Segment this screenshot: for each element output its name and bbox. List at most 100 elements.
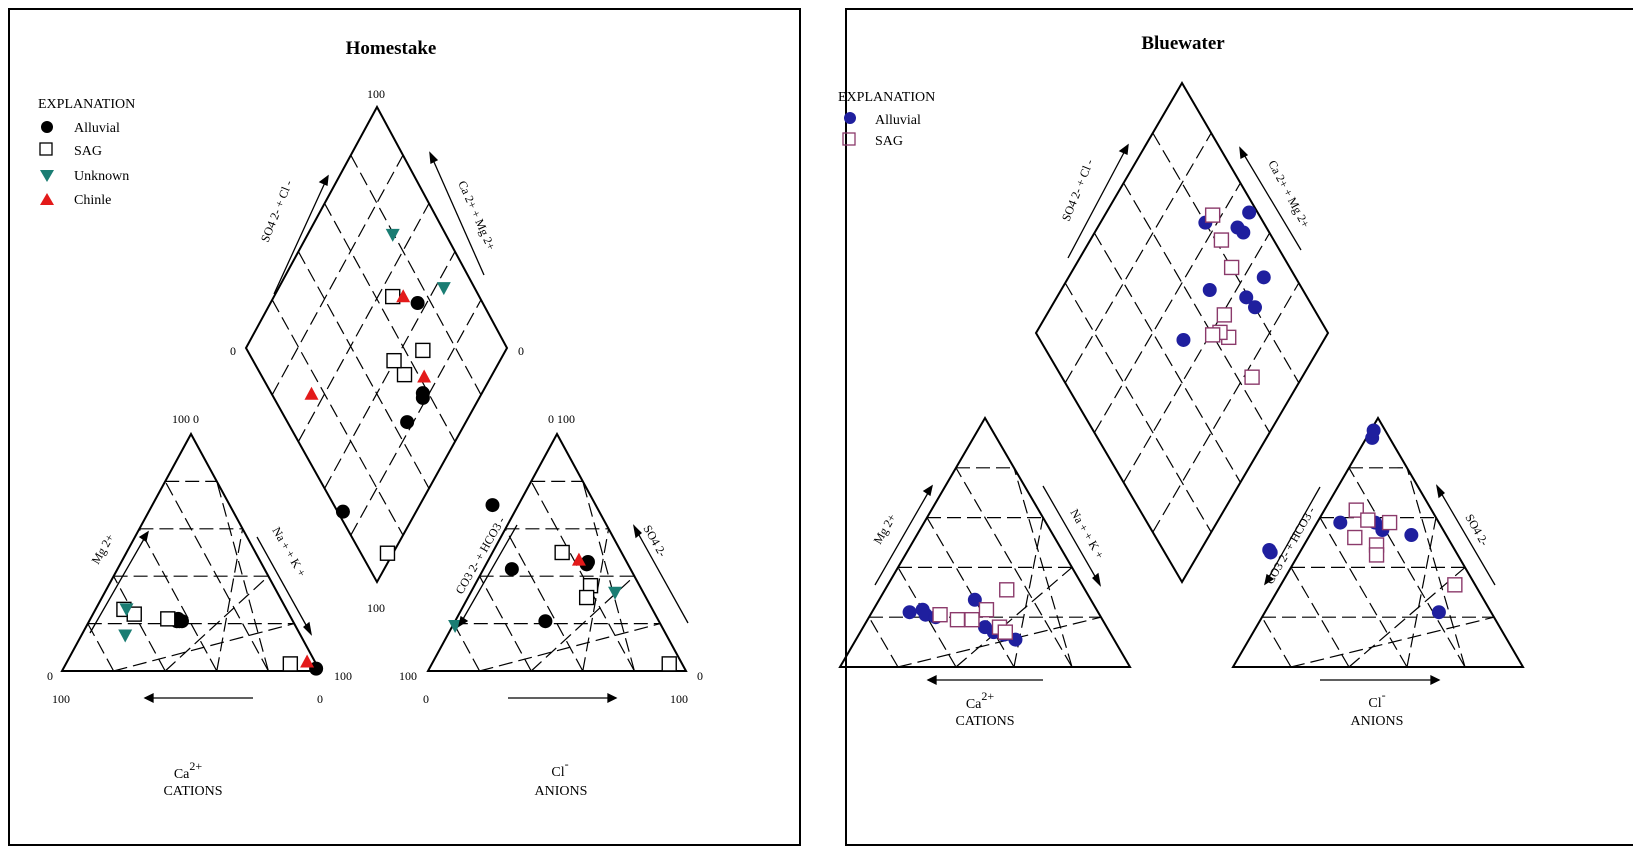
grid-line: [297, 251, 430, 489]
point-diamond-unknown: [436, 282, 451, 296]
point-diamond-sag: [1213, 232, 1230, 248]
legend-label: Alluvial: [74, 121, 120, 136]
legend: EXPLANATION Alluvial SAG Unknown Chinle: [38, 97, 135, 208]
tick-label: 0: [317, 692, 323, 706]
point-diamond-alluvial: [400, 415, 415, 430]
tick-label: 100: [367, 87, 385, 101]
point-cation-alluvial: [172, 614, 187, 629]
tick-label: 0: [423, 692, 429, 706]
grid-line: [350, 154, 482, 396]
grid-line: [324, 251, 456, 489]
point-diamond-sag: [1204, 207, 1221, 223]
so4-cl-axis-label: SO4 2- + Cl -: [1059, 157, 1096, 223]
legend-heading: EXPLANATION: [838, 90, 935, 105]
point-cation-sag: [932, 607, 948, 623]
point-anion-sag: [578, 589, 595, 606]
point-diamond-sag: [396, 366, 413, 383]
triangle-outline: [838, 416, 1132, 668]
grid-line: [164, 575, 269, 672]
point-cation-alluvial: [967, 592, 982, 607]
grid-line: [271, 299, 404, 536]
grid-line: [1013, 467, 1073, 668]
point-diamond-alluvial: [1242, 205, 1257, 220]
point-anion-alluvial: [538, 614, 553, 629]
point-diamond-alluvial: [1239, 290, 1254, 305]
point-diamond-alluvial: [335, 504, 350, 519]
point-diamond-chinle: [304, 386, 319, 400]
grid-line: [1123, 232, 1271, 483]
grid-line: [1406, 517, 1437, 668]
grid-line: [1348, 467, 1466, 668]
point-anion-sag: [1447, 577, 1463, 593]
tick-label: 0: [697, 669, 703, 683]
point-anion-sag: [1381, 514, 1398, 531]
ca-mg-axis-label: Ca 2+ + Mg 2+: [1265, 158, 1312, 230]
grid-line: [113, 575, 166, 672]
legend-marker-sag: [39, 142, 53, 156]
grid-line: [216, 481, 269, 672]
grid-line: [271, 154, 404, 396]
grid-line: [1093, 232, 1241, 483]
point-anion-alluvial: [1366, 423, 1381, 438]
cations-caption: CATIONS: [163, 784, 222, 799]
triangle-outline: [1231, 416, 1525, 668]
point-diamond-sag: [379, 545, 396, 561]
grid-line: [1064, 282, 1212, 533]
tick-label: 0: [47, 669, 53, 683]
grid-line: [297, 203, 430, 442]
bluewater-panel: [845, 8, 1633, 846]
tick-label: 0: [518, 344, 524, 358]
anions-caption: ANIONS: [535, 784, 588, 799]
legend-marker-chinle: [40, 193, 54, 205]
grid-line: [1261, 616, 1292, 668]
legend-marker-unknown: [40, 170, 54, 182]
point-cation-sag: [997, 624, 1013, 640]
point-anion-alluvial: [1404, 528, 1419, 543]
grid-line: [164, 481, 269, 672]
grid-line: [955, 566, 1073, 668]
tick-label: 100: [334, 669, 352, 683]
point-anion-unknown: [448, 619, 463, 633]
point-diamond-sag: [1204, 327, 1221, 343]
grid-line: [138, 528, 218, 672]
point-anion-alluvial: [1431, 605, 1446, 620]
point-anion-sag: [1348, 502, 1364, 518]
grid-line: [453, 623, 481, 672]
grid-line: [350, 299, 482, 536]
tick-label: 100: [367, 601, 385, 615]
legend-heading: EXPLANATION: [38, 97, 135, 112]
tick-label: 0 100: [548, 412, 575, 426]
point-diamond-sag: [386, 352, 402, 369]
point-cation-sag: [949, 611, 966, 628]
tick-label: 0: [230, 344, 236, 358]
anion-axis-label: Cl-: [551, 757, 568, 780]
grid-line: [1093, 182, 1241, 433]
point-diamond-sag: [415, 342, 431, 359]
data-points: [116, 228, 677, 676]
legend-marker-sag: [842, 132, 856, 146]
anion-axis-label: Cl-: [1368, 688, 1385, 711]
point-cation-sag: [160, 611, 176, 627]
axis-arrows: [874, 143, 1496, 686]
piper-grid: [838, 81, 1525, 668]
legend-label: Unknown: [74, 169, 129, 184]
diamond-outline: [1034, 81, 1330, 584]
legend-marker-alluvial: [844, 112, 856, 124]
cation-axis-label: Ca2+: [174, 759, 203, 782]
legend-label: SAG: [875, 134, 903, 149]
point-cation-sag: [964, 611, 980, 628]
ca-mg-axis-label: Ca 2+ + Mg 2+: [455, 179, 498, 253]
point-diamond-chinle: [396, 289, 411, 303]
grid-line: [1152, 132, 1300, 384]
point-anion-sag: [1360, 512, 1376, 528]
legend-label: Chinle: [74, 193, 111, 208]
point-cation-sag: [282, 656, 299, 672]
grid-line: [926, 517, 1015, 668]
point-diamond-alluvial: [1202, 282, 1217, 297]
point-diamond-alluvial: [1176, 332, 1191, 347]
point-diamond-sag: [1244, 369, 1260, 385]
point-diamond-chinle: [417, 369, 432, 383]
tick-label: 100: [399, 669, 417, 683]
grid-line: [868, 616, 899, 668]
